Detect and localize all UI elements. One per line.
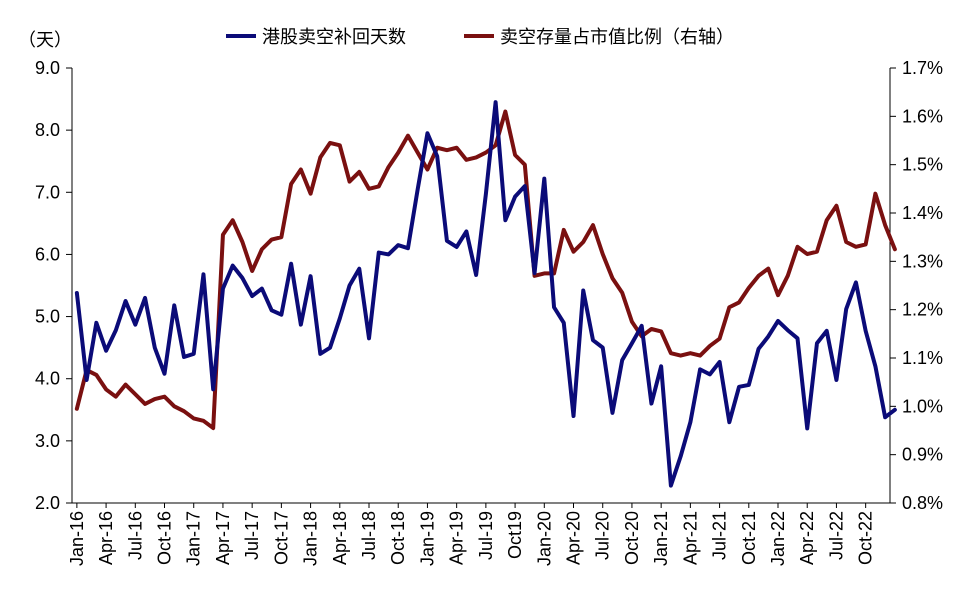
left-tick-label: 7.0: [35, 182, 60, 202]
x-tick-label: Apr-21: [680, 511, 700, 565]
x-axis-ticks: Jan-16 Apr-16 Jul-16 Oct-16 Jan-17 Apr-17 Jul-…: [67, 503, 876, 566]
x-tick-label: Jul-18: [359, 511, 379, 560]
right-tick-label: 1.4%: [902, 203, 943, 223]
left-tick-label: 6.0: [35, 244, 60, 264]
right-tick-label: 1.3%: [902, 251, 943, 271]
x-tick-label: Jul-21: [710, 511, 730, 560]
left-tick-label: 9.0: [35, 58, 60, 78]
x-tick-label: Jul-22: [826, 511, 846, 560]
x-tick-label: Apr-20: [564, 511, 584, 565]
series-line-short-ratio: [74, 109, 897, 431]
x-tick-label: Jan-20: [534, 511, 554, 566]
right-tick-label: 1.6%: [902, 106, 943, 126]
right-tick-label: 0.8%: [902, 493, 943, 513]
x-tick-label: Jan-17: [184, 511, 204, 566]
right-tick-label: 1.1%: [902, 348, 943, 368]
right-axis-ticks: 0.8% 0.9% 1.0% 1.1% 1.2% 1.3% 1.4% 1.5% 1.6% 1.7%: [890, 58, 943, 513]
x-tick-label: Jan-21: [651, 511, 671, 566]
x-tick-label: Oct-18: [388, 511, 408, 565]
series-line-short-days: [74, 100, 897, 488]
x-tick-label: Oct19: [505, 511, 525, 559]
x-tick-label: Jan-22: [768, 511, 788, 566]
left-axis-unit: （天）: [18, 30, 72, 51]
left-tick-label: 5.0: [35, 307, 60, 327]
x-tick-label: Oct-17: [271, 511, 291, 565]
x-tick-label: Oct-22: [856, 511, 876, 565]
legend: 港股卖空补回天数 卖空存量占市值比例（右轴）: [226, 27, 734, 48]
right-tick-label: 1.2%: [902, 300, 943, 320]
x-tick-label: Jan-19: [417, 511, 437, 566]
x-tick-label: Jul-20: [593, 511, 613, 560]
x-tick-label: Apr-16: [96, 511, 116, 565]
x-tick-label: Oct-20: [622, 511, 642, 565]
x-tick-label: Jul-19: [476, 511, 496, 560]
right-tick-label: 1.0%: [902, 396, 943, 416]
x-tick-label: Apr-19: [447, 511, 467, 565]
x-tick-label: Jan-16: [67, 511, 87, 566]
left-axis-ticks: 2.0 3.0 4.0 5.0 6.0 7.0 8.0 9.0: [35, 58, 72, 513]
legend-label-short-ratio: 卖空存量占市值比例（右轴）: [500, 27, 734, 48]
right-tick-label: 0.9%: [902, 445, 943, 465]
x-tick-label: Apr-18: [330, 511, 350, 565]
right-tick-label: 1.7%: [902, 58, 943, 78]
x-tick-label: Jul-16: [125, 511, 145, 560]
x-tick-label: Apr-22: [797, 511, 817, 565]
x-tick-label: Oct-16: [155, 511, 175, 565]
series-layer: [74, 100, 897, 488]
legend-label-short-days: 港股卖空补回天数: [262, 27, 406, 48]
left-tick-label: 4.0: [35, 369, 60, 389]
x-tick-label: Apr-17: [213, 511, 233, 565]
left-tick-label: 3.0: [35, 431, 60, 451]
right-tick-label: 1.5%: [902, 155, 943, 175]
x-tick-label: Jul-17: [242, 511, 262, 560]
x-tick-label: Oct-21: [739, 511, 759, 565]
x-tick-label: Jan-18: [301, 511, 321, 566]
left-tick-label: 2.0: [35, 493, 60, 513]
left-tick-label: 8.0: [35, 120, 60, 140]
